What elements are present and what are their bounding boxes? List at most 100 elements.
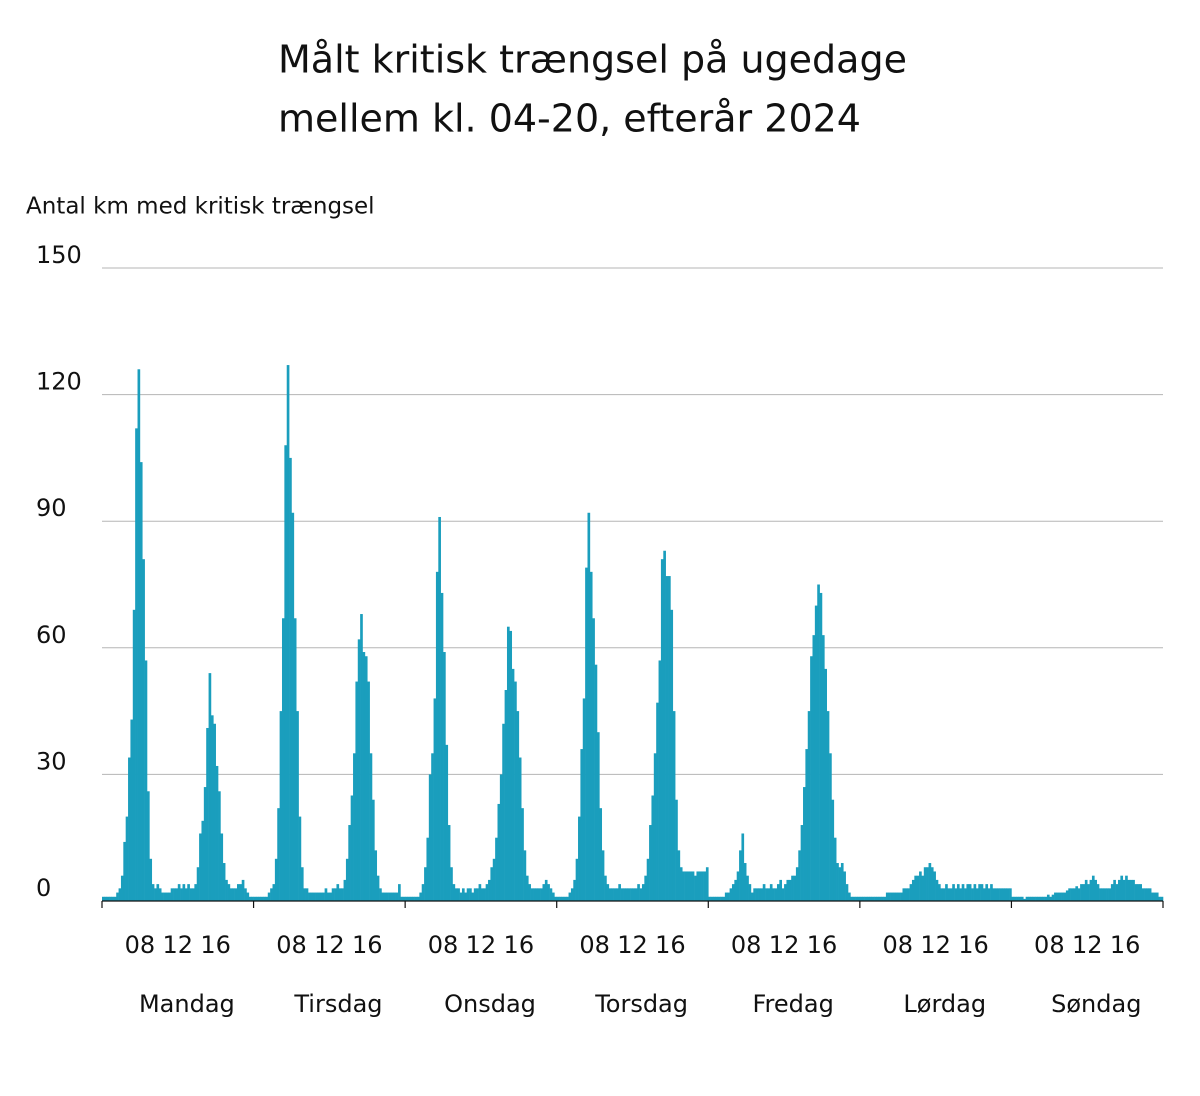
- bar: [514, 681, 517, 901]
- bar: [656, 702, 659, 901]
- bar: [447, 825, 451, 901]
- bar: [554, 896, 558, 901]
- bar: [106, 896, 110, 901]
- bar: [132, 609, 136, 901]
- bar: [893, 892, 896, 901]
- x-tick-label: 16: [504, 931, 535, 959]
- bar: [274, 858, 278, 901]
- bar: [1089, 879, 1093, 901]
- bar: [459, 892, 463, 901]
- bar: [1065, 890, 1069, 901]
- bar: [637, 884, 640, 901]
- bar: [1096, 884, 1100, 901]
- bar: [293, 618, 297, 901]
- bar: [189, 888, 193, 901]
- bar: [940, 888, 944, 901]
- bar: [1035, 896, 1038, 901]
- bar: [715, 896, 719, 901]
- bar: [284, 445, 288, 901]
- bar: [544, 879, 548, 901]
- bar: [331, 888, 335, 901]
- bar: [829, 753, 832, 901]
- bar: [504, 690, 508, 901]
- bar: [708, 896, 711, 901]
- bar: [990, 884, 993, 901]
- bar: [864, 896, 868, 901]
- bar: [1103, 888, 1107, 901]
- chart-title: mellem kl. 04-20, efterår 2024: [278, 97, 861, 141]
- bar: [769, 884, 773, 901]
- bar: [170, 888, 174, 901]
- bar: [573, 879, 576, 901]
- bar: [852, 896, 856, 901]
- bar: [1013, 896, 1017, 901]
- bar: [1082, 884, 1086, 901]
- bar: [710, 896, 714, 901]
- bar: [817, 584, 820, 901]
- bar: [840, 863, 844, 901]
- bar: [386, 892, 389, 901]
- bar: [1160, 896, 1164, 901]
- bar: [360, 614, 363, 901]
- bar: [246, 892, 250, 901]
- y-tick-label: 60: [36, 621, 67, 649]
- bar: [120, 875, 124, 901]
- bar: [182, 884, 186, 901]
- bar: [705, 867, 709, 901]
- bar: [421, 884, 425, 901]
- bar: [968, 884, 972, 901]
- bar: [457, 888, 460, 901]
- bar: [1016, 896, 1019, 901]
- bar: [760, 888, 764, 901]
- bar: [885, 892, 889, 901]
- bar: [935, 879, 939, 901]
- bar: [1122, 879, 1126, 901]
- bar: [173, 888, 176, 901]
- bar: [779, 879, 783, 901]
- bar: [236, 884, 240, 901]
- bar: [663, 550, 666, 901]
- bar: [589, 571, 593, 901]
- bar: [857, 896, 861, 901]
- bar: [206, 727, 209, 901]
- bar: [933, 871, 936, 901]
- bar: [191, 888, 195, 901]
- bar: [874, 896, 877, 901]
- bar: [722, 896, 726, 901]
- bar: [334, 888, 337, 901]
- bar: [919, 871, 922, 901]
- bar: [533, 888, 536, 901]
- bar: [530, 888, 534, 901]
- bar: [461, 888, 465, 901]
- bar: [566, 896, 569, 901]
- bar: [350, 795, 354, 901]
- x-tick-label: 16: [200, 931, 231, 959]
- bar: [516, 711, 520, 901]
- bar: [348, 825, 351, 901]
- bar: [466, 888, 470, 901]
- bar: [329, 892, 333, 901]
- bar: [116, 892, 119, 901]
- bar: [819, 592, 823, 901]
- y-tick-label: 0: [36, 874, 51, 902]
- bar: [888, 892, 891, 901]
- bar: [945, 884, 948, 901]
- bar: [639, 888, 643, 901]
- bar: [260, 896, 264, 901]
- bar: [902, 888, 906, 901]
- bar: [1058, 892, 1062, 901]
- bar: [248, 896, 252, 901]
- bar: [615, 888, 619, 901]
- bar: [1132, 879, 1135, 901]
- bar: [869, 896, 872, 901]
- bar: [765, 888, 768, 901]
- bar: [1049, 896, 1052, 901]
- bar: [303, 888, 306, 901]
- bar: [443, 652, 446, 901]
- bar: [393, 892, 396, 901]
- bar: [1054, 892, 1057, 901]
- bar: [175, 888, 179, 901]
- bar: [821, 635, 825, 901]
- bar: [824, 668, 828, 901]
